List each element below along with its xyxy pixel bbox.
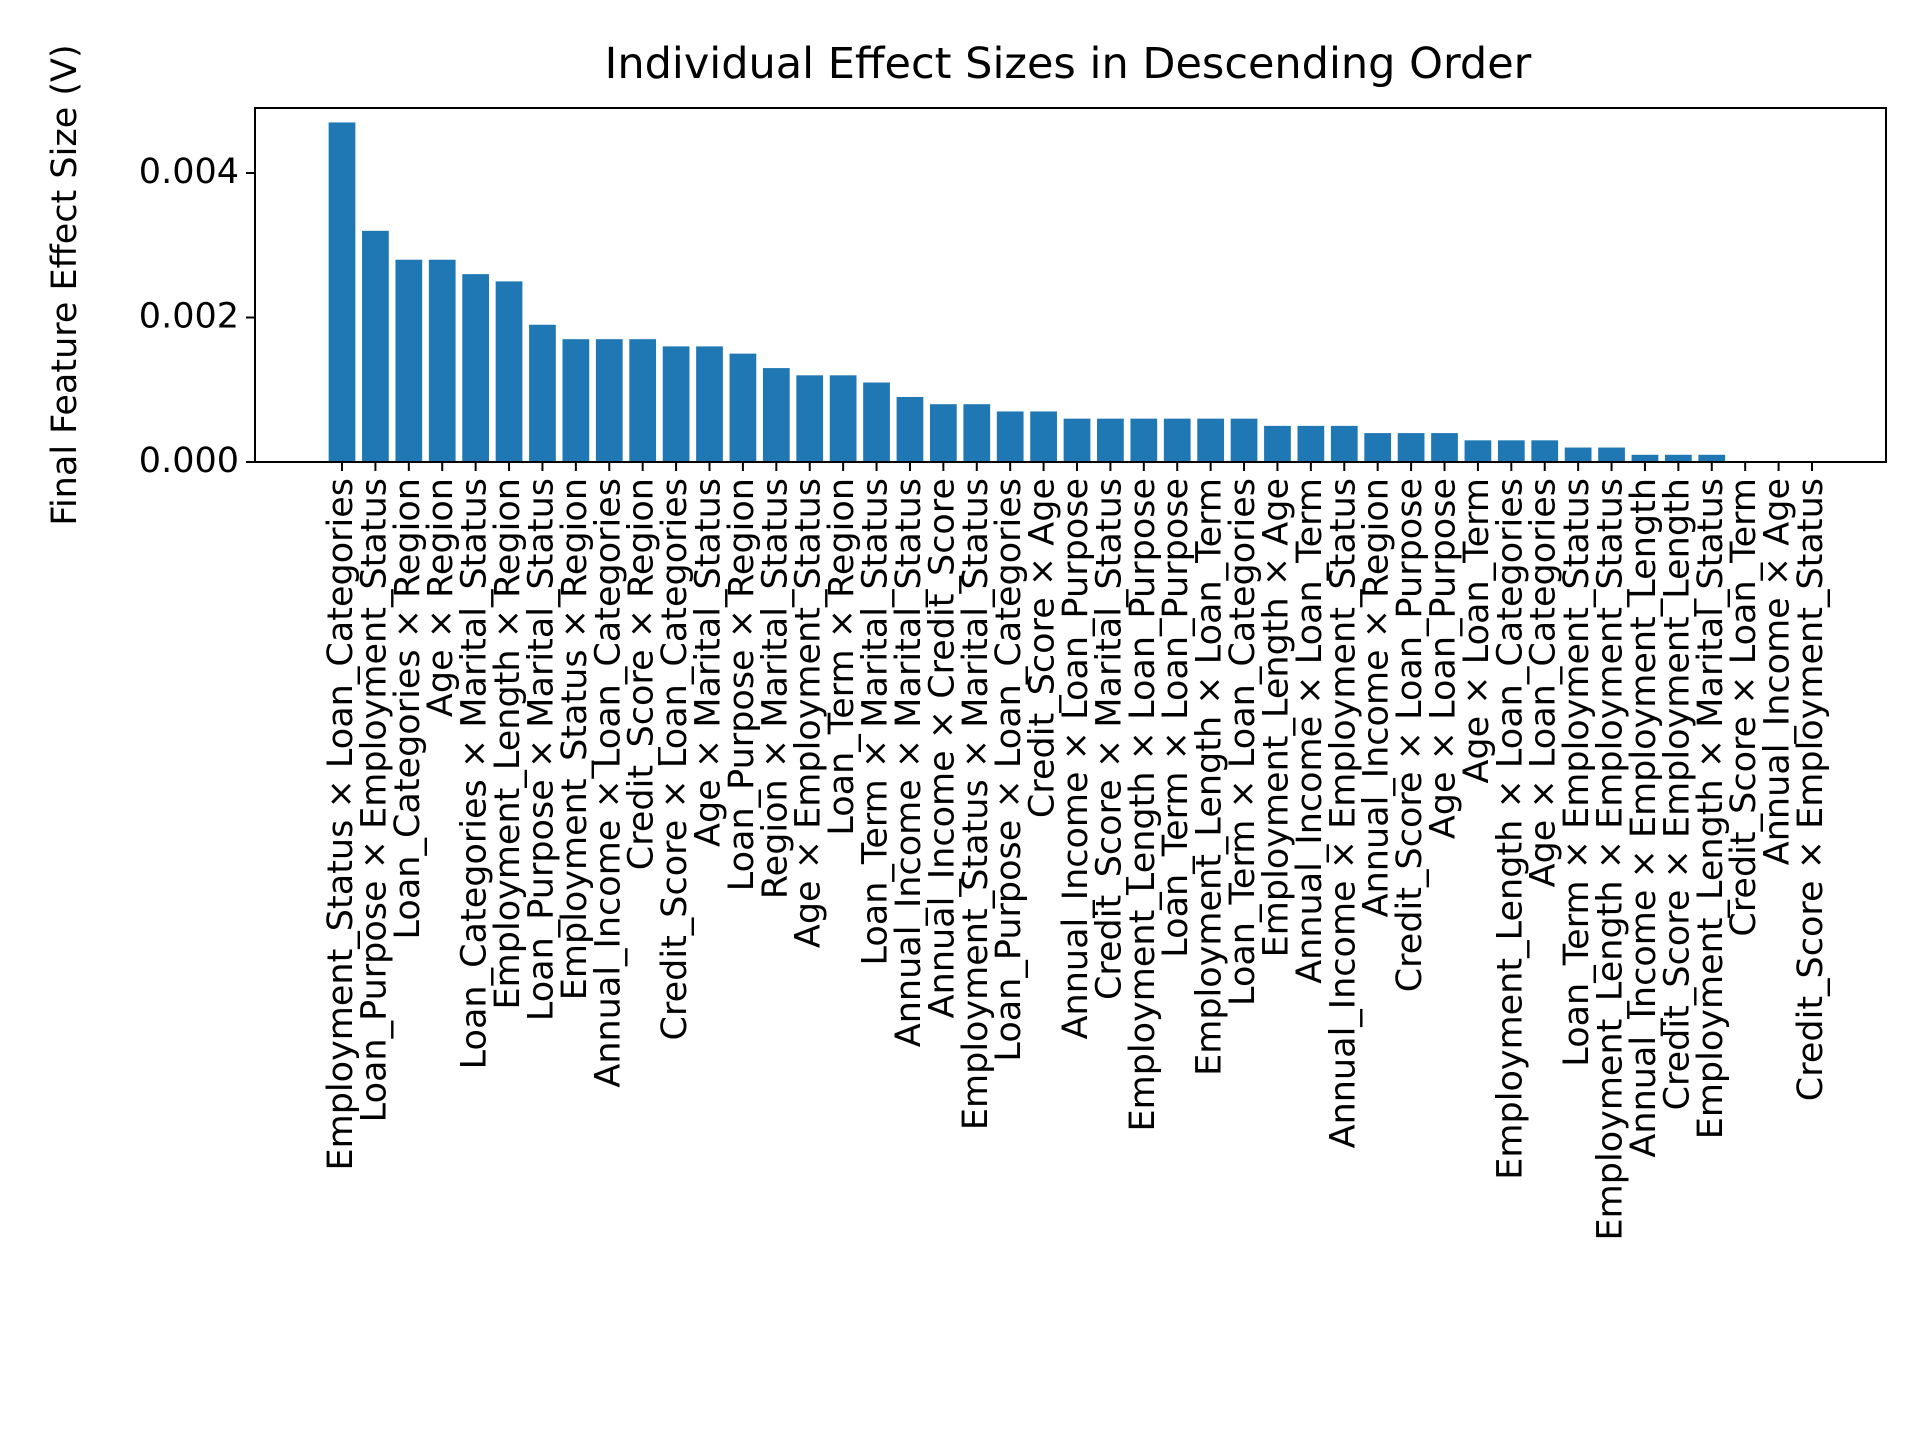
bar [1230, 418, 1258, 462]
x-tick-label: Age × Loan_Categories [1524, 478, 1564, 887]
bar [1698, 454, 1726, 462]
x-tick-label: Age × Region [421, 478, 461, 717]
x-tick-label: Employment_Status × Marital_Status [956, 478, 996, 1130]
y-tick-label: 0.000 [139, 441, 239, 481]
bar [1431, 433, 1458, 462]
x-tick-label: Loan_Term × Employment_Status [1557, 478, 1597, 1067]
x-tick-label: Annual_Income × Age [1758, 478, 1798, 865]
bar [762, 368, 790, 462]
x-tick-label: Annual_Income × Loan_Categories [588, 478, 628, 1088]
bar [1163, 418, 1191, 462]
x-tick-label: Region × Marital_Status [755, 478, 795, 899]
bar [1364, 433, 1392, 462]
y-axis-label: Final Feature Effect Size (V) [45, 44, 85, 525]
x-tick-label: Employment_Length × Loan_Categories [1490, 478, 1530, 1180]
x-tick-label: Employment_Length × Employment_Status [1591, 478, 1631, 1240]
bar [1030, 411, 1057, 462]
bar [1264, 425, 1291, 462]
x-tick-label: Credit_Score × Loan_Categories [655, 478, 695, 1040]
bar [1297, 425, 1325, 462]
x-tick-label: Credit_Score × Employment_Status [1791, 478, 1831, 1101]
bar [1097, 418, 1124, 462]
y-tick-label: 0.004 [139, 152, 239, 192]
bar [930, 404, 957, 462]
y-axis: 0.000 0.002 0.004 [139, 152, 255, 481]
x-tick-label: Employment_Status × Loan_Categories [321, 478, 361, 1171]
bar [629, 339, 657, 462]
x-tick-label: Loan_Term × Loan_Purpose [1156, 478, 1196, 958]
x-tick-label: Credit_Score × Loan_Purpose [1390, 478, 1430, 992]
bar [1564, 447, 1592, 462]
bar [1130, 418, 1158, 462]
bar [1063, 418, 1091, 462]
bar [1464, 440, 1492, 462]
bar [362, 230, 389, 462]
bar [1497, 440, 1525, 462]
x-tick-label: Employment_Length × Marital_Status [1691, 478, 1731, 1139]
bars [328, 122, 1726, 462]
bar [529, 324, 556, 462]
bar [495, 281, 523, 462]
bar [796, 375, 824, 462]
bar [395, 259, 423, 462]
x-tick-label: Annual_Income × Employment_Status [1323, 478, 1363, 1148]
bar [1397, 433, 1425, 462]
x-tick-label: Employment_Length × Age [1256, 478, 1296, 957]
plot-frame [254, 107, 1887, 463]
bar [1665, 454, 1692, 462]
bar [428, 259, 456, 462]
x-axis: Employment_Status × Loan_CategoriesLoan_… [321, 462, 1831, 1240]
bar [562, 339, 590, 462]
x-tick-label: Loan_Term × Loan_Categories [1223, 478, 1263, 1006]
x-tick-label: Loan_Purpose × Marital_Status [521, 478, 561, 1021]
x-tick-label: Loan_Categories × Region [388, 478, 428, 939]
x-tick-label: Loan_Purpose × Loan_Categories [989, 478, 1029, 1062]
x-tick-label: Employment_Length × Loan_Term [1190, 478, 1230, 1076]
bar [729, 353, 757, 462]
x-tick-label: Credit_Score × Employment_Length [1657, 478, 1697, 1110]
bar [1330, 425, 1358, 462]
bar [896, 396, 924, 462]
bar [1598, 447, 1625, 462]
x-tick-label: Annual_Income × Credit_Score [922, 478, 962, 1018]
x-tick-label: Loan_Purpose × Region [722, 478, 762, 891]
x-tick-label: Age × Marital_Status [689, 478, 729, 847]
x-tick-label: Annual_Income × Employment_Length [1624, 478, 1664, 1158]
chart-title: Individual Effect Sizes in Descending Or… [605, 39, 1532, 89]
x-tick-label: Annual_Income × Loan_Purpose [1056, 478, 1096, 1039]
x-tick-label: Age × Loan_Purpose [1424, 478, 1464, 839]
x-tick-label: Employment_Status × Region [555, 478, 595, 1000]
bar [1631, 454, 1659, 462]
x-tick-label: Credit_Score × Loan_Term [1724, 478, 1764, 937]
x-tick-label: Loan_Term × Region [822, 478, 862, 836]
bar [595, 339, 623, 462]
x-tick-label: Employment_Length × Loan_Purpose [1123, 478, 1163, 1132]
bar [996, 411, 1024, 462]
bar [696, 346, 723, 462]
bar [963, 404, 991, 462]
x-tick-label: Employment_Length × Region [488, 478, 528, 1009]
x-tick-label: Loan_Categories × Marital_Status [455, 478, 495, 1069]
x-tick-label: Credit_Score × Age [1023, 478, 1063, 818]
bar [863, 382, 890, 462]
x-tick-label: Annual_Income × Region [1357, 478, 1397, 917]
bar [1197, 418, 1224, 462]
bar [462, 274, 489, 462]
x-tick-label: Annual_Income × Marital_Status [889, 478, 929, 1047]
y-tick-label: 0.002 [139, 297, 239, 337]
bar [829, 375, 857, 462]
bar [1531, 440, 1559, 462]
x-tick-label: Loan_Purpose × Employment_Status [354, 478, 394, 1122]
x-tick-label: Age × Employment_Status [789, 478, 829, 948]
x-tick-label: Credit_Score × Region [622, 478, 662, 870]
bar [328, 122, 356, 462]
x-tick-label: Annual_Income × Loan_Term [1290, 478, 1330, 984]
x-tick-label: Credit_Score × Marital_Status [1089, 478, 1129, 1000]
x-tick-label: Age × Loan_Term [1457, 478, 1497, 784]
bar [662, 346, 690, 462]
x-tick-label: Loan_Term × Marital_Status [856, 478, 896, 966]
